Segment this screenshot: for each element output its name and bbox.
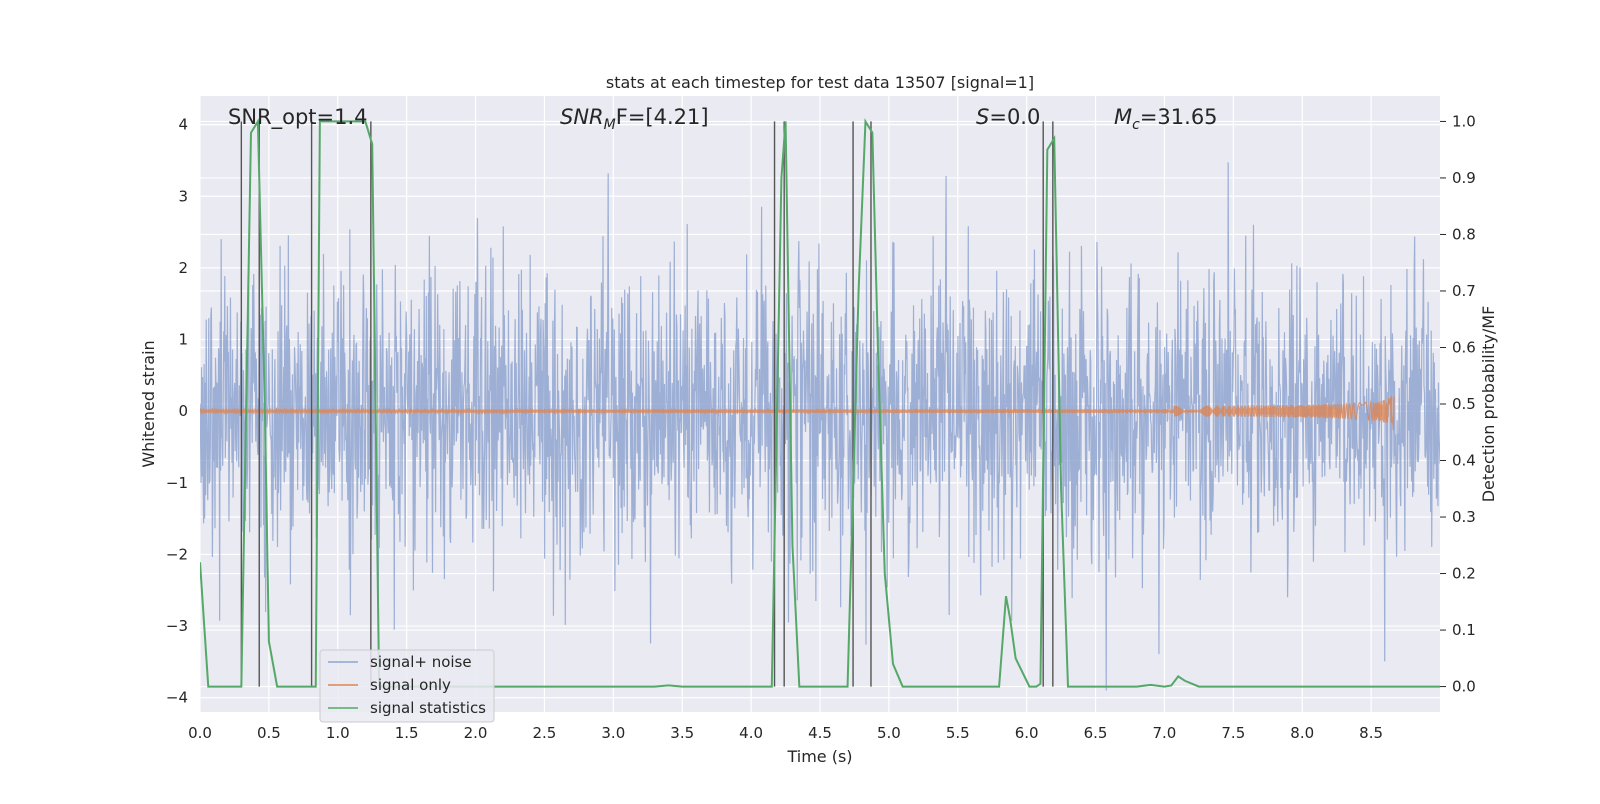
- y-right-tick-label-7: 0.7: [1452, 282, 1476, 300]
- x-tick-label-2: 1.0: [326, 724, 350, 742]
- legend-label-signal: signal only: [370, 676, 451, 694]
- legend-label-noise: signal+ noise: [370, 653, 472, 671]
- x-tick-label-8: 4.0: [739, 724, 763, 742]
- y-left-tick-label-6: 2: [178, 259, 188, 277]
- y-left-tick-label-1: −3: [166, 617, 188, 635]
- y-left-tick-label-0: −4: [166, 689, 188, 707]
- x-tick-label-14: 7.0: [1153, 724, 1177, 742]
- x-tick-label-17: 8.5: [1359, 724, 1383, 742]
- x-tick-label-3: 1.5: [395, 724, 419, 742]
- y-left-tick-label-4: 0: [178, 402, 188, 420]
- y-left-tick-label-3: −1: [166, 474, 188, 492]
- y-axis-label-right: Detection probability/MF: [1479, 306, 1498, 503]
- x-tick-label-13: 6.5: [1084, 724, 1108, 742]
- y-right-tick-label-4: 0.4: [1452, 452, 1476, 470]
- annotation-s: S=0.0: [976, 105, 1040, 129]
- x-tick-label-16: 8.0: [1290, 724, 1314, 742]
- y-right-tick-labels: 0.0 0.1 0.2 0.3 0.4 0.5 0.6 0.7 0.8 0.9 1.0: [1440, 112, 1476, 696]
- y-right-tick-label-0: 0.0: [1452, 678, 1476, 696]
- series-signal-noise: [200, 162, 1440, 691]
- y-right-tick-label-2: 0.2: [1452, 565, 1476, 583]
- x-tick-label-9: 4.5: [808, 724, 832, 742]
- y-left-tick-labels: −4 −3 −2 −1 0 1 2 3 4: [166, 116, 188, 707]
- y-left-tick-label-2: −2: [166, 545, 188, 563]
- x-tick-labels: 0.0 0.5 1.0 1.5 2.0 2.5 3.0 3.5 4.0 4.5 5.0 5.5 6.0 6…: [188, 724, 1383, 742]
- x-tick-label-6: 3.0: [601, 724, 625, 742]
- x-tick-label-12: 6.0: [1015, 724, 1039, 742]
- annotation-snr-mf-rest: F=[4.21]: [616, 105, 709, 129]
- x-tick-label-10: 5.0: [877, 724, 901, 742]
- x-tick-label-7: 3.5: [670, 724, 694, 742]
- x-tick-label-0: 0.0: [188, 724, 212, 742]
- annotation-s-rest: =0.0: [989, 105, 1040, 129]
- annotation-snr-mf-sub: M: [604, 117, 616, 133]
- annotation-mc-rest: =31.65: [1140, 105, 1218, 129]
- x-axis-label: Time (s): [786, 747, 852, 766]
- annotation-mc: Mc=31.65: [1114, 105, 1218, 133]
- chart-title: stats at each timestep for test data 135…: [606, 73, 1034, 92]
- y-left-tick-label-8: 4: [178, 116, 188, 134]
- y-right-tick-label-3: 0.3: [1452, 508, 1476, 526]
- annotation-mc-main: M: [1114, 105, 1132, 129]
- y-right-tick-label-9: 0.9: [1452, 169, 1476, 187]
- legend: signal+ noise signal only signal statist…: [319, 649, 495, 723]
- series-signal-statistics: [200, 118, 1440, 688]
- y-axis-label-left: Whitened strain: [139, 340, 158, 467]
- annotation-mc-sub: c: [1132, 117, 1140, 133]
- annotation-snr-mf: SNRMF=[4.21]: [560, 105, 709, 133]
- series-layer: [200, 118, 1440, 691]
- annotation-snr-opt: SNR_opt=1.4: [228, 105, 368, 130]
- y-right-tick-label-8: 0.8: [1452, 225, 1476, 243]
- y-right-tick-label-5: 0.5: [1452, 395, 1476, 413]
- x-tick-label-1: 0.5: [257, 724, 281, 742]
- y-right-tick-label-6: 0.6: [1452, 338, 1476, 356]
- y-left-tick-label-5: 1: [178, 331, 188, 349]
- x-tick-label-4: 2.0: [464, 724, 488, 742]
- series-signal-only: [200, 396, 1395, 431]
- y-right-tick-label-10: 1.0: [1452, 112, 1476, 130]
- y-right-tick-label-1: 0.1: [1452, 621, 1476, 639]
- annotation-s-main: S: [976, 105, 989, 129]
- x-tick-label-15: 7.5: [1221, 724, 1245, 742]
- y-left-tick-label-7: 3: [178, 187, 188, 205]
- legend-label-stats: signal statistics: [370, 699, 486, 717]
- legend-box: [319, 649, 495, 723]
- x-tick-label-5: 2.5: [533, 724, 557, 742]
- annotation-snr-mf-main: SNR: [560, 105, 604, 129]
- x-tick-label-11: 5.5: [946, 724, 970, 742]
